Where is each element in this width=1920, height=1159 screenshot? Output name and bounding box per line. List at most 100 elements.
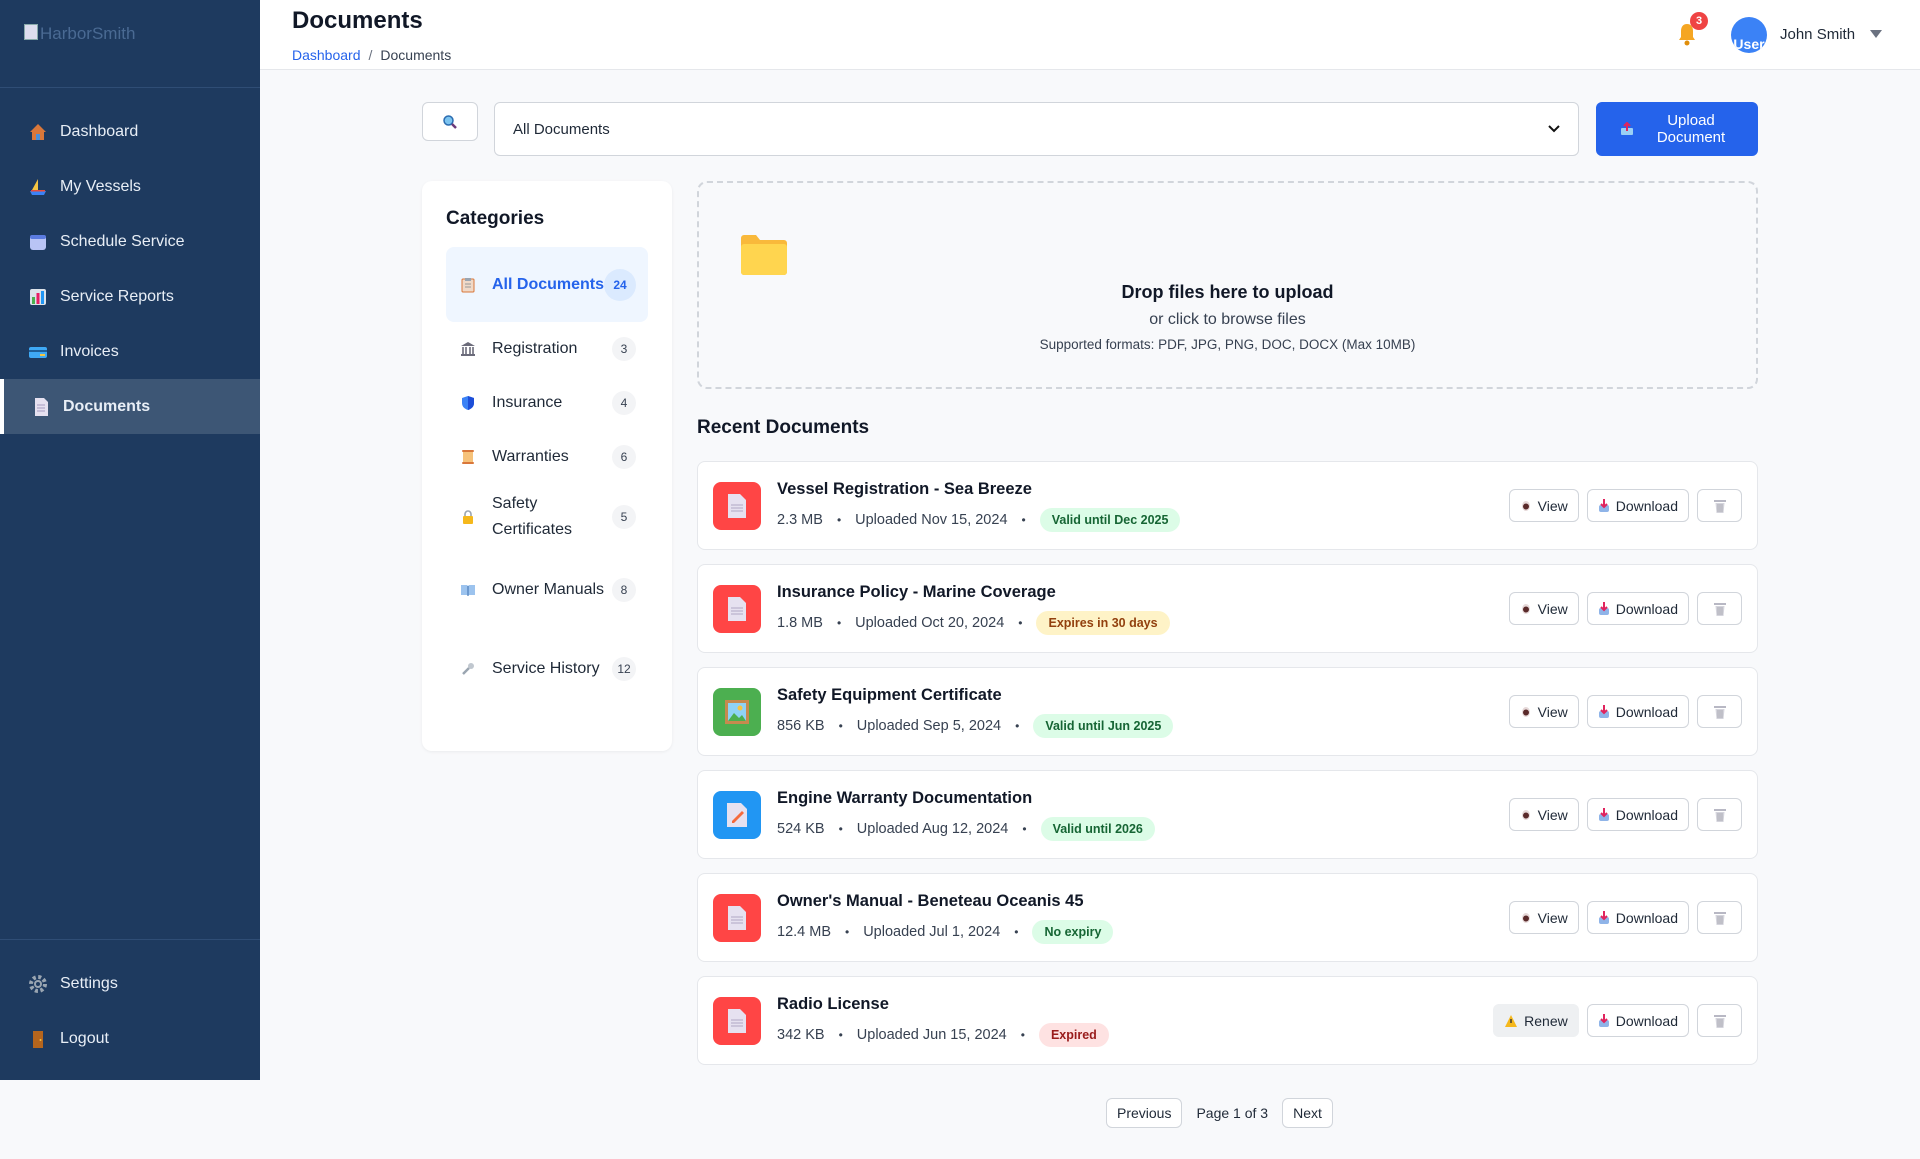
button-label: Download	[1615, 909, 1678, 926]
sailboat-icon	[28, 177, 48, 197]
document-actions: View Download	[1508, 798, 1742, 831]
category-label: Registration	[492, 340, 578, 357]
logo[interactable]: HarborSmith	[0, 0, 260, 88]
download-icon	[1598, 807, 1609, 821]
breadcrumb-dashboard[interactable]: Dashboard	[292, 47, 361, 63]
separator-dot: •	[836, 616, 842, 630]
sidebar-item-schedule-service[interactable]: Schedule Service	[0, 214, 260, 269]
category-label: Warranties	[492, 447, 569, 465]
sidebar-item-settings[interactable]: Settings	[0, 956, 260, 1011]
category-insurance[interactable]: Insurance 4	[446, 376, 648, 430]
document-name[interactable]: Insurance Policy - Marine Coverage	[777, 583, 1056, 601]
eye-icon	[1521, 912, 1530, 923]
bell-icon[interactable]	[1675, 22, 1699, 46]
pdf-file-icon	[713, 585, 761, 633]
download-icon	[1598, 704, 1609, 718]
view-button[interactable]: View	[1508, 592, 1579, 625]
header: Documents Dashboard / Documents 3 User Joh…	[260, 0, 1920, 70]
button-label: Renew	[1524, 1012, 1568, 1029]
sidebar-item-label: Logout	[60, 1029, 109, 1047]
document-name[interactable]: Owner's Manual - Beneteau Oceanis 45	[777, 892, 1084, 910]
document-size: 12.4 MB	[777, 924, 831, 940]
separator-dot: •	[1015, 719, 1020, 733]
button-label: Download	[1615, 806, 1678, 823]
upload-document-button[interactable]: Upload Document	[1596, 102, 1758, 156]
upload-icon	[1621, 122, 1633, 135]
document-name[interactable]: Vessel Registration - Sea Breeze	[777, 480, 1032, 498]
trash-icon	[1713, 808, 1726, 822]
sidebar-item-my-vessels[interactable]: My Vessels	[0, 159, 260, 214]
view-button[interactable]: View	[1508, 489, 1579, 522]
warning-icon	[1505, 1014, 1518, 1027]
download-button[interactable]: Download	[1586, 798, 1689, 831]
view-button[interactable]: View	[1508, 798, 1579, 831]
house-icon	[28, 122, 48, 142]
separator-dot: •	[845, 925, 850, 939]
button-label: Download	[1615, 1012, 1678, 1029]
download-button[interactable]: Download	[1586, 592, 1689, 625]
sidebar-item-documents[interactable]: Documents	[0, 379, 260, 434]
categories-panel: Categories All Documents 24 Registration 3 I…	[422, 181, 672, 751]
upload-dropzone[interactable]: Drop files here to upload or click to br…	[697, 181, 1758, 389]
category-count: 4	[612, 391, 636, 415]
delete-button[interactable]	[1697, 695, 1742, 728]
document-uploaded: Uploaded Jul 1, 2024	[863, 924, 1001, 940]
trash-icon	[1713, 602, 1726, 616]
trash-icon	[1713, 911, 1726, 925]
lock-icon	[460, 509, 476, 525]
category-label: Owner Manuals	[492, 580, 605, 598]
eye-icon	[1521, 603, 1530, 614]
page-title: Documents	[292, 7, 423, 34]
next-page-button[interactable]: Next	[1282, 1098, 1333, 1128]
dropzone-subtitle: or click to browse files	[1149, 311, 1306, 328]
separator-dot: •	[838, 719, 843, 733]
delete-button[interactable]	[1697, 489, 1742, 522]
category-service-history[interactable]: Service History 12	[446, 629, 648, 708]
document-name[interactable]: Engine Warranty Documentation	[777, 789, 1033, 807]
search-button[interactable]	[422, 102, 478, 141]
separator-dot: •	[1014, 925, 1019, 939]
download-button[interactable]: Download	[1586, 1004, 1689, 1037]
download-icon	[1598, 498, 1609, 512]
category-warranties[interactable]: Warranties 6	[446, 430, 648, 483]
document-uploaded: Uploaded Nov 15, 2024	[855, 512, 1008, 528]
separator-dot: •	[1020, 1028, 1025, 1042]
view-button[interactable]: View	[1508, 695, 1579, 728]
category-registration[interactable]: Registration 3	[446, 322, 648, 376]
logo-alt-text: HarborSmith	[40, 24, 136, 43]
previous-page-button[interactable]: Previous	[1106, 1098, 1183, 1128]
bar-chart-icon	[28, 287, 48, 307]
status-badge: Valid until Dec 2025	[1039, 508, 1181, 532]
sidebar-item-dashboard[interactable]: Dashboard	[0, 104, 260, 159]
category-filter-select[interactable]: All Documents	[494, 102, 1579, 156]
category-owner-manuals[interactable]: Owner Manuals 8	[446, 550, 648, 629]
download-button[interactable]: Download	[1586, 695, 1689, 728]
document-name[interactable]: Safety Equipment Certificate	[777, 686, 1002, 704]
delete-button[interactable]	[1697, 1004, 1742, 1037]
renew-button[interactable]: Renew	[1493, 1004, 1579, 1037]
download-button[interactable]: Download	[1586, 489, 1689, 522]
document-name[interactable]: Radio License	[777, 995, 889, 1013]
avatar[interactable]: User	[1731, 17, 1767, 53]
sidebar-item-label: Settings	[60, 974, 118, 992]
calendar-icon	[28, 232, 48, 252]
sidebar-item-service-reports[interactable]: Service Reports	[0, 269, 260, 324]
button-label: View	[1537, 600, 1568, 617]
delete-button[interactable]	[1697, 798, 1742, 831]
category-safety-certificates[interactable]: Safety Certificates 5	[446, 483, 648, 550]
sidebar-item-logout[interactable]: Logout	[0, 1011, 260, 1066]
document-meta: 1.8 MB • Uploaded Oct 20, 2024 • Expires in …	[777, 611, 1170, 635]
doc-file-icon	[713, 791, 761, 839]
caret-down-icon[interactable]	[1870, 30, 1882, 38]
button-label: Download	[1615, 600, 1678, 617]
delete-button[interactable]	[1697, 592, 1742, 625]
category-all-documents[interactable]: All Documents 24	[446, 247, 648, 322]
view-button[interactable]: View	[1508, 901, 1579, 934]
pdf-file-icon	[713, 997, 761, 1045]
sidebar-item-invoices[interactable]: Invoices	[0, 324, 260, 379]
user-name[interactable]: John Smith	[1780, 26, 1856, 43]
delete-button[interactable]	[1697, 901, 1742, 934]
download-button[interactable]: Download	[1586, 901, 1689, 934]
category-label: Safety Certificates	[492, 494, 573, 538]
credit-card-icon	[28, 342, 48, 362]
